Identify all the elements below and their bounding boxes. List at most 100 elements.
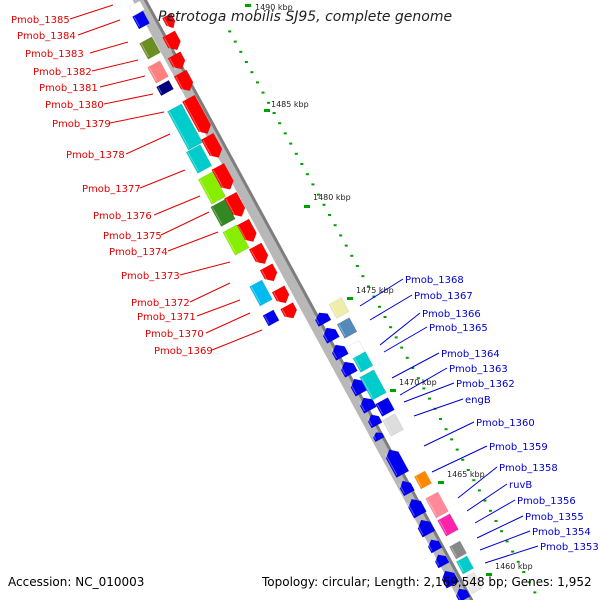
leader-line: [125, 133, 171, 155]
gene-label-right: Pmob_1368: [405, 275, 464, 286]
leader-line: [211, 329, 263, 351]
gene-feature: [463, 571, 483, 595]
gene-feature: [167, 51, 186, 71]
gene-feature: [129, 0, 145, 16]
tick-dot: [294, 152, 298, 155]
gene-feature: [222, 224, 250, 256]
major-tick: [390, 389, 396, 392]
gene-feature: [449, 540, 467, 560]
tick-dot: [466, 469, 470, 471]
gene-feature: [210, 199, 236, 227]
major-tick: [486, 573, 492, 576]
tick-dot: [328, 214, 332, 216]
gene-label-right: Pmob_1362: [456, 379, 515, 390]
gene-feature: [162, 30, 181, 52]
tick-dot: [267, 101, 271, 104]
gene-feature: [434, 554, 450, 569]
gene-label-right: Pmob_1367: [414, 291, 473, 302]
gene-label-left: Pmob_1370: [145, 329, 204, 340]
gene-feature: [375, 397, 395, 417]
tick-dot: [344, 244, 348, 247]
tick-dot: [516, 560, 520, 563]
gene-label-right: Pmob_1356: [517, 496, 576, 507]
gene-feature: [132, 10, 150, 30]
gene-label-right: Pmob_1359: [489, 442, 548, 453]
tick-dot: [322, 203, 326, 206]
gene-label-right: Pmob_1364: [441, 349, 500, 360]
leader-line: [77, 19, 121, 36]
leader-line: [413, 398, 464, 417]
gene-feature: [181, 94, 212, 135]
tick-dot: [233, 40, 237, 43]
gene-label-left: Pmob_1373: [121, 271, 180, 282]
gene-feature: [262, 309, 280, 327]
gene-label-right: Pmob_1363: [449, 364, 508, 375]
tick-dot: [461, 458, 465, 461]
tick-dot: [400, 346, 404, 349]
leader-line: [189, 282, 231, 303]
tick-dot: [255, 81, 259, 84]
scale-label: 1460 kbp: [495, 562, 533, 571]
tick-dot: [333, 224, 337, 227]
gene-feature: [314, 312, 332, 327]
gene-label-left: Pmob_1379: [52, 119, 111, 130]
gene-label-right: Pmob_1354: [532, 527, 591, 538]
gene-label-right: Pmob_1353: [540, 542, 599, 553]
gene-label-right: Pmob_1358: [499, 463, 558, 474]
leader-line: [431, 445, 488, 473]
scale-label: 1470 kbp: [399, 378, 437, 387]
tick-dot: [311, 183, 315, 186]
gene-label-left: Pmob_1375: [103, 231, 162, 242]
gene-feature: [382, 413, 404, 437]
gene-feature: [271, 285, 290, 305]
leader-line: [160, 211, 210, 236]
tick-dot: [511, 550, 515, 553]
tick-dot: [300, 163, 304, 165]
scale-label: 1480 kbp: [313, 193, 351, 202]
leader-line: [359, 278, 404, 307]
gene-feature: [139, 36, 161, 60]
tick-dot: [411, 367, 415, 369]
tick-dot: [244, 61, 248, 63]
major-tick: [264, 109, 270, 112]
tick-dot: [427, 397, 431, 400]
gene-feature: [321, 327, 340, 344]
topology-text: Topology: circular; Length: 2,169,548 bp…: [262, 575, 592, 589]
right-leader-lines: [359, 278, 539, 564]
leader-line: [476, 515, 524, 539]
gene-label-right: Pmob_1365: [429, 323, 488, 334]
gene-label-right: Pmob_1360: [476, 418, 535, 429]
gene-feature: [440, 570, 460, 589]
tick-dot: [361, 275, 365, 278]
leader-line: [196, 299, 241, 317]
gene-label-left: Pmob_1382: [33, 67, 92, 78]
gene-feature: [147, 60, 169, 84]
gene-feature: [185, 144, 213, 174]
gene-feature: [406, 498, 427, 519]
gene-feature: [211, 162, 234, 191]
tick-dot: [389, 326, 393, 329]
tick-dot: [394, 336, 398, 339]
scale-label: 1485 kbp: [271, 100, 309, 109]
major-tick: [245, 4, 251, 7]
leader-line: [167, 231, 219, 252]
leader-line: [109, 111, 165, 124]
tick-dot: [272, 112, 276, 114]
gene-feature: [414, 470, 432, 490]
gene-feature: [359, 369, 387, 401]
gene-feature: [197, 171, 227, 205]
leader-line: [484, 545, 539, 564]
gene-feature: [259, 263, 278, 283]
tick-dot: [477, 489, 481, 492]
gene-feature: [249, 279, 273, 307]
gene-feature: [384, 449, 410, 478]
leader-line: [457, 466, 498, 499]
tick-dot: [372, 295, 376, 298]
tick-dot: [239, 50, 243, 53]
scale-labels: 1490 kbp 1485 kbp 1480 kbp 1475 kbp 1470 kbp…: [245, 3, 533, 576]
scale-label: 1465 kbp: [447, 470, 485, 479]
gene-label-right: Pmob_1355: [525, 512, 584, 523]
tick-dot: [439, 418, 443, 420]
leader-line: [139, 169, 186, 189]
tick-dot: [228, 30, 232, 33]
